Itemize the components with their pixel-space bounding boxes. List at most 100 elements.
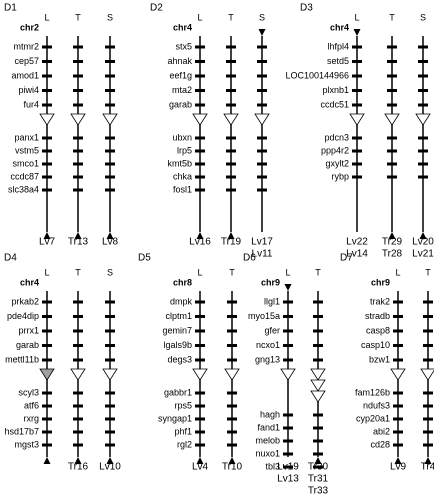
gene: prrx1: [18, 325, 39, 335]
gene: vstm5: [15, 145, 39, 155]
breakpoint-triangle: [280, 368, 296, 381]
breakpoint-triangle: [102, 368, 118, 381]
breakpoint-triangle: [384, 113, 400, 126]
column-header: S: [420, 12, 426, 22]
gene: fam126b: [355, 387, 390, 397]
breakpoint-triangle: [310, 379, 326, 392]
panel-label: D5: [138, 253, 151, 264]
end-label: Tr19: [221, 237, 242, 248]
gene: fand1: [257, 422, 280, 432]
column-header: T: [75, 12, 81, 22]
breakpoint-triangle: [310, 368, 326, 381]
column-header: T: [75, 267, 81, 277]
gene: pdcn3: [324, 132, 349, 142]
breakpoint-triangle: [192, 113, 208, 126]
gene: degs3: [167, 354, 192, 364]
arrowhead: [284, 284, 292, 291]
column-header: L: [285, 267, 290, 277]
arrowhead: [388, 232, 396, 239]
gene: dmpk: [170, 296, 193, 306]
end-label: Lv11: [252, 249, 273, 260]
end-label: Tr33: [308, 486, 329, 497]
column-header: T: [425, 267, 431, 277]
gene: LOC100144966: [285, 70, 349, 80]
breakpoint-triangle: [39, 113, 55, 126]
end-label: Lv13: [277, 474, 299, 485]
column-header: L: [354, 12, 359, 22]
end-label: Lv21: [412, 249, 434, 260]
chromosome: chr4: [173, 22, 192, 32]
panel-label: D7: [340, 253, 353, 264]
end-label: Tr13: [68, 237, 89, 248]
breakpoint-triangle: [192, 368, 208, 381]
arrowhead: [314, 457, 322, 464]
gene: mgst3: [14, 439, 39, 449]
column-header: T: [315, 267, 321, 277]
gene: prkab2: [11, 296, 39, 306]
gene: lrp5: [177, 145, 192, 155]
gene: ccdc87: [10, 171, 39, 181]
end-label: Tr28: [382, 249, 403, 260]
end-label: Tr31: [308, 474, 329, 485]
gene: scyl3: [18, 387, 39, 397]
gene: cd28: [370, 439, 390, 449]
end-label: Lv9: [390, 462, 407, 473]
gene: setd5: [327, 56, 349, 66]
gene: garab: [16, 340, 39, 350]
end-label: Tr16: [68, 462, 89, 473]
panel-label: D6: [243, 253, 256, 264]
gene: bzw1: [369, 354, 390, 364]
gene: clptm1: [165, 311, 192, 321]
gene: myo15a: [248, 311, 280, 321]
column-header: T: [229, 267, 235, 277]
breakpoint-triangle: [102, 113, 118, 126]
gene: hsd17b7: [4, 426, 39, 436]
arrowhead: [106, 457, 114, 464]
gene: atf6: [24, 400, 39, 410]
arrowhead: [394, 457, 402, 464]
gene: melob: [255, 435, 280, 445]
chromosome: chr9: [371, 277, 390, 287]
gene: slc38a4: [8, 184, 39, 194]
gene: syngap1: [158, 413, 192, 423]
arrowhead: [74, 457, 82, 464]
end-label: Lv10: [99, 462, 121, 473]
breakpoint-triangle: [224, 368, 240, 381]
gene: phf1: [174, 426, 192, 436]
column-header: S: [107, 267, 113, 277]
gene: lgals9b: [163, 340, 192, 350]
column-header: S: [107, 12, 113, 22]
gene: rps5: [174, 400, 192, 410]
end-label: Tr4: [421, 462, 434, 473]
gene: mta2: [172, 85, 192, 95]
gene: ndufs3: [363, 400, 390, 410]
end-label: Lv8: [102, 237, 119, 248]
chromosome: chr8: [173, 277, 192, 287]
chromosome: chr4: [20, 277, 39, 287]
breakpoint-triangle: [349, 113, 365, 126]
end-label: Tr30: [308, 462, 329, 473]
gene: garab: [169, 99, 192, 109]
gene: ubxn: [172, 132, 192, 142]
panel-label: D4: [4, 253, 17, 264]
gene: rybp: [331, 171, 349, 181]
gene: gng13: [255, 354, 280, 364]
gene: llgl1: [264, 296, 280, 306]
column-header: T: [228, 12, 234, 22]
end-label: Tr29: [382, 237, 403, 248]
end-label: Lv19: [277, 462, 299, 473]
gene: pde4dip: [7, 311, 39, 321]
gene: hagh: [260, 409, 280, 419]
arrowhead: [227, 232, 235, 239]
breakpoint-triangle: [310, 390, 326, 403]
column-header: T: [389, 12, 395, 22]
gene: smco1: [12, 158, 39, 168]
gene: plxnb1: [322, 85, 349, 95]
column-header: L: [44, 267, 49, 277]
arrowhead: [74, 232, 82, 239]
breakpoint-triangle: [415, 113, 431, 126]
gene: abi2: [373, 426, 390, 436]
arrowhead: [106, 232, 114, 239]
arrowhead: [196, 232, 204, 239]
gene: stx5: [175, 41, 192, 51]
